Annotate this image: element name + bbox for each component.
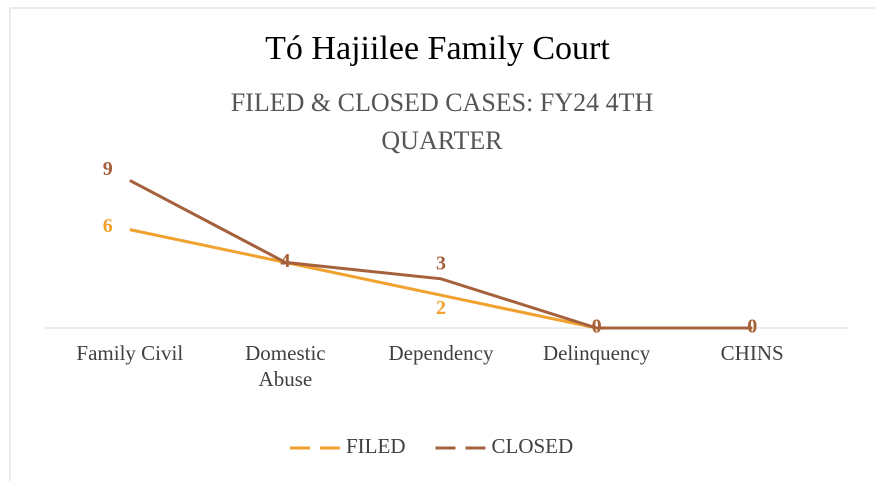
data-label: 6 [103, 215, 113, 237]
data-label: 3 [436, 252, 446, 274]
chart-border [9, 7, 875, 481]
x-tick-label: Delinquency [542, 341, 651, 365]
x-tick-label: Dependency [388, 341, 494, 365]
data-label: 4 [280, 250, 290, 272]
data-label: 2 [436, 297, 446, 319]
x-tick-label: Domestic Abuse [245, 341, 326, 391]
data-label: 0 [592, 316, 602, 338]
chart-subtitle: FILED & CLOSED CASES: FY24 4TH QUARTER [230, 88, 654, 155]
data-label: 0 [747, 316, 757, 338]
data-label: 4 [280, 250, 290, 272]
x-tick-label: CHINS [720, 341, 784, 365]
series-line [129, 179, 753, 330]
data-label: 0 [747, 316, 757, 338]
legend-label: FILED [346, 434, 406, 458]
data-label: 0 [592, 316, 602, 338]
chart-title: Tó Hajiilee Family Court [265, 30, 610, 67]
legend-label: CLOSED [492, 434, 574, 458]
data-label: 9 [103, 158, 113, 180]
x-tick-label: Family Civil [76, 341, 184, 365]
